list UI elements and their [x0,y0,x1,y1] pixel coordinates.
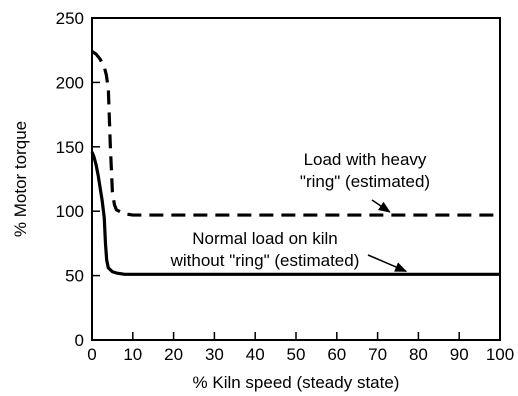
annotation-heavy-ring: Load with heavy "ring" (estimated) [300,150,430,191]
x-tick-label: 80 [409,345,428,364]
x-tick-label: 60 [327,345,346,364]
annotation-heavy-ring-arrow [371,199,391,213]
x-tick-label: 40 [246,345,265,364]
y-tick-label: 100 [56,202,84,221]
y-tick-label: 150 [56,138,84,157]
normal-load-line [90,151,500,276]
annotation-normal-load-line: Normal load on kiln [192,229,338,248]
annotation-normal-load-arrow [367,254,408,273]
y-tick-label: 50 [65,267,84,286]
y-tick-label: 250 [56,9,84,28]
series-lines [90,50,500,276]
axis-ticks: 0 10 20 30 40 50 60 70 80 90 100 0 50 100 150 200 250 [56,9,515,364]
annotation-normal-load-line: without "ring" (estimated) [170,251,360,270]
heavy-ring-load-line [91,50,500,217]
x-tick-label: 30 [205,345,224,364]
annotations: Load with heavy "ring" (estimated) Normal … [170,150,430,273]
plot-frame [91,17,501,341]
annotation-heavy-ring-line: "ring" (estimated) [300,172,430,191]
x-tick-label: 70 [368,345,387,364]
x-tick-label: 90 [450,345,469,364]
x-tick-label: 20 [164,345,183,364]
x-tick-label: 100 [486,345,514,364]
x-tick-label: 0 [87,345,96,364]
y-tick-label: 200 [56,73,84,92]
annotation-normal-load: Normal load on kiln without "ring" (estim… [170,229,360,270]
y-tick-label: 0 [75,331,84,350]
x-tick-label: 10 [123,345,142,364]
x-axis-label: % Kiln speed (steady state) [193,373,400,392]
x-tick-label: 50 [287,345,306,364]
annotation-heavy-ring-line: Load with heavy [304,150,427,169]
y-axis-label: % Motor torque [11,121,30,237]
